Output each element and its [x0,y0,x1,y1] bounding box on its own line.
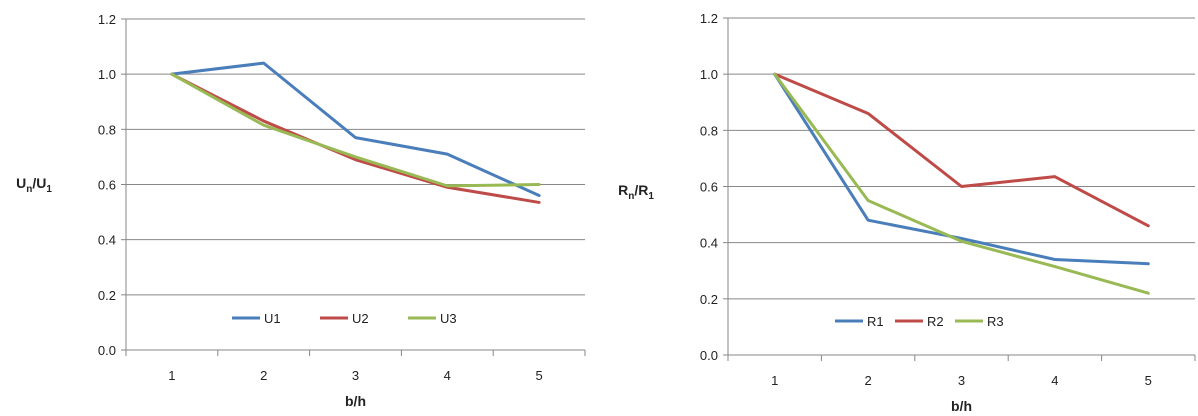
legend-label: U2 [352,311,369,326]
x-tick-label: 4 [1051,373,1058,388]
y-tick-label: 0.2 [700,292,718,307]
y-axis-title-part: R [618,182,628,198]
x-tick-label: 3 [958,373,965,388]
y-axis-title-subscript: n [628,191,634,202]
legend-label: U3 [440,311,457,326]
series-line-r1 [773,72,1150,266]
y-tick-label: 1.2 [98,12,116,27]
y-axis-title-subscript: 1 [46,184,52,195]
x-axis-title: b/h [345,393,366,409]
series-line-u3 [170,72,541,188]
y-tick-label: 0.6 [98,178,116,193]
series-line-u2 [170,72,541,204]
chart-u-ratio: 0.0 0.2 0.4 0.6 0.8 1.0 1.2 1 2 3 4 5 b/h Un/U1 U1 U2 U3 [0,0,596,416]
x-tick-label: 1 [168,368,175,383]
y-axis-title-subscript: 1 [648,191,654,202]
legend-label: R3 [987,314,1004,329]
y-tick-label: 0.8 [700,123,718,138]
x-tick-label: 4 [444,368,451,383]
y-axis-title-part: U [16,175,26,191]
y-tick-label: 1.2 [700,11,718,26]
series-line-u1 [170,61,541,198]
legend-label: R1 [867,314,884,329]
x-tick-label: 5 [1145,373,1152,388]
x-axis-title: b/h [951,398,972,411]
y-tick-label: 0.2 [98,288,116,303]
y-axis-title-subscript: n [26,184,32,195]
x-tick-label: 3 [352,368,359,383]
y-axis-title: Rn/R1 [618,182,654,202]
y-tick-label: 1.0 [700,67,718,82]
x-tick-label: 2 [864,373,871,388]
legend-label: R2 [927,314,944,329]
series-line-r3 [773,72,1150,295]
y-tick-label: 0.0 [700,348,718,363]
chart-r-ratio: 0.0 0.2 0.4 0.6 0.8 1.0 1.2 1 2 3 4 5 b/h Rn/R1 R1 R2 R3 [602,0,1198,416]
series-line-r2 [773,72,1150,228]
y-axis-title-part: /U [32,175,46,191]
y-tick-label: 0.4 [98,233,116,248]
x-tick-label: 5 [535,368,542,383]
x-tick-label: 1 [771,373,778,388]
y-tick-label: 0.8 [98,122,116,137]
y-tick-label: 1.0 [98,67,116,82]
y-tick-label: 0.0 [98,343,116,358]
y-axis-title-part: /R [634,182,648,198]
y-tick-label: 0.4 [700,236,718,251]
x-tick-label: 2 [260,368,267,383]
y-tick-label: 0.6 [700,180,718,195]
legend-label: U1 [264,311,281,326]
y-axis-title: Un/U1 [16,175,52,195]
